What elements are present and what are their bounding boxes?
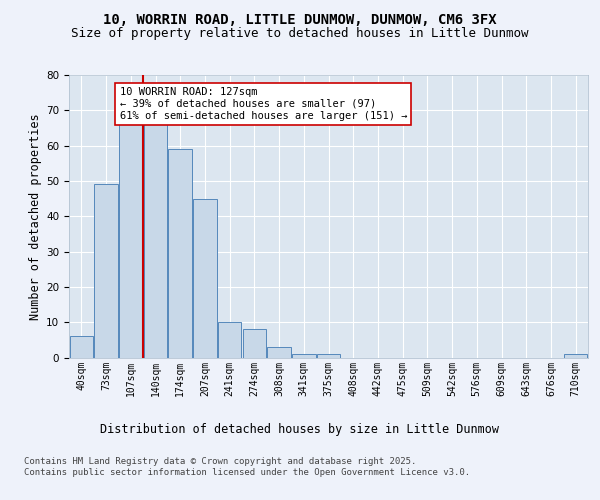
Text: Size of property relative to detached houses in Little Dunmow: Size of property relative to detached ho…: [71, 28, 529, 40]
Y-axis label: Number of detached properties: Number of detached properties: [29, 113, 42, 320]
Text: Distribution of detached houses by size in Little Dunmow: Distribution of detached houses by size …: [101, 422, 499, 436]
Text: 10 WORRIN ROAD: 127sqm
← 39% of detached houses are smaller (97)
61% of semi-det: 10 WORRIN ROAD: 127sqm ← 39% of detached…: [119, 88, 407, 120]
Bar: [292, 354, 316, 358]
Text: Contains HM Land Registry data © Crown copyright and database right 2025.
Contai: Contains HM Land Registry data © Crown c…: [24, 458, 470, 477]
Bar: [94, 184, 118, 358]
Bar: [119, 124, 143, 358]
Bar: [268, 347, 291, 358]
Bar: [564, 354, 587, 358]
Bar: [242, 329, 266, 358]
Bar: [70, 336, 93, 357]
Bar: [144, 124, 167, 358]
Bar: [169, 149, 192, 358]
Bar: [193, 198, 217, 358]
Bar: [218, 322, 241, 358]
Bar: [317, 354, 340, 358]
Text: 10, WORRIN ROAD, LITTLE DUNMOW, DUNMOW, CM6 3FX: 10, WORRIN ROAD, LITTLE DUNMOW, DUNMOW, …: [103, 12, 497, 26]
